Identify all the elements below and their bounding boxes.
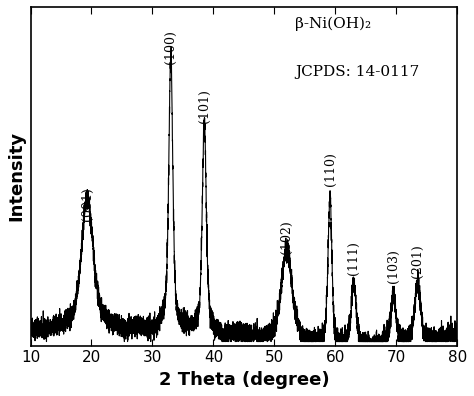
Text: (100): (100) — [164, 30, 177, 64]
Text: (101): (101) — [198, 89, 211, 124]
Text: JCPDS: 14-0117: JCPDS: 14-0117 — [295, 65, 419, 78]
Y-axis label: Intensity: Intensity — [7, 131, 25, 221]
X-axis label: 2 Theta (degree): 2 Theta (degree) — [159, 371, 329, 389]
Text: β-Ni(OH)₂: β-Ni(OH)₂ — [295, 17, 371, 32]
Text: (111): (111) — [347, 241, 360, 275]
Text: (102): (102) — [280, 220, 293, 253]
Text: (001): (001) — [81, 187, 94, 221]
Text: (103): (103) — [387, 249, 400, 283]
Text: (110): (110) — [323, 152, 337, 186]
Text: (201): (201) — [411, 244, 424, 278]
